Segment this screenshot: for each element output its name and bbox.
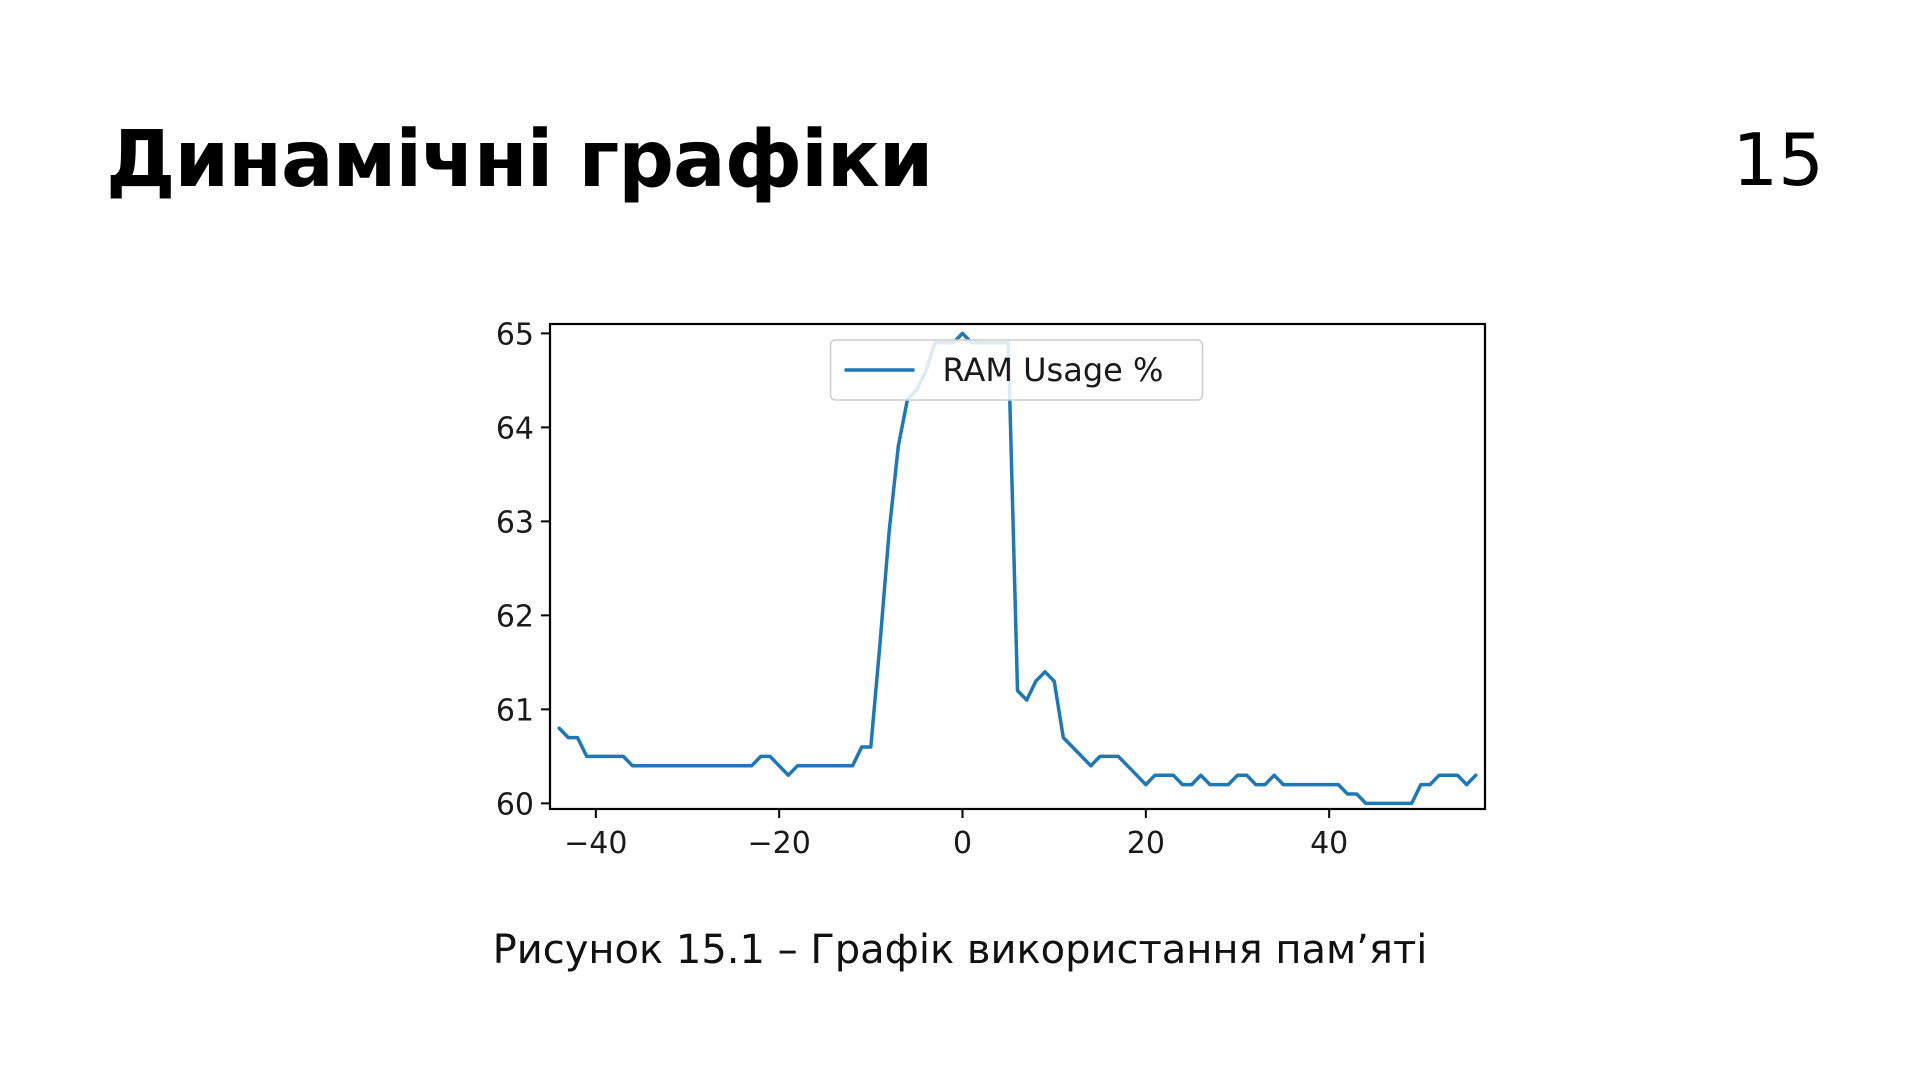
y-tick-label: 63 <box>496 505 534 540</box>
y-tick-label: 65 <box>496 317 534 352</box>
x-tick-label: −20 <box>748 826 811 861</box>
chart-legend: RAM Usage % <box>829 339 1204 401</box>
legend-box <box>829 339 1204 401</box>
y-tick-label: 61 <box>496 693 534 728</box>
legend-label: RAM Usage % <box>943 351 1164 389</box>
plot-frame <box>548 322 1487 811</box>
figure-caption: Рисунок 15.1 – Графік використання пам’я… <box>492 927 1428 973</box>
x-tick-label: 0 <box>953 826 972 861</box>
chart-svg: −40 −20 0 20 40 60 61 62 63 64 65 RAM Usage % <box>496 317 1487 861</box>
x-tick-label: −40 <box>564 826 627 861</box>
slide-title: Динамічні графіки <box>106 115 933 205</box>
y-tick-label: 64 <box>496 411 534 446</box>
ram-usage-chart: −40 −20 0 20 40 60 61 62 63 64 65 RAM Usage % <box>460 300 1490 880</box>
slide-number: 15 <box>1732 118 1824 202</box>
x-tick-label: 40 <box>1310 826 1348 861</box>
y-tick-label: 62 <box>496 599 534 634</box>
series-line-0 <box>557 331 1478 806</box>
x-tick-label: 20 <box>1127 826 1165 861</box>
y-tick-label: 60 <box>496 787 534 822</box>
